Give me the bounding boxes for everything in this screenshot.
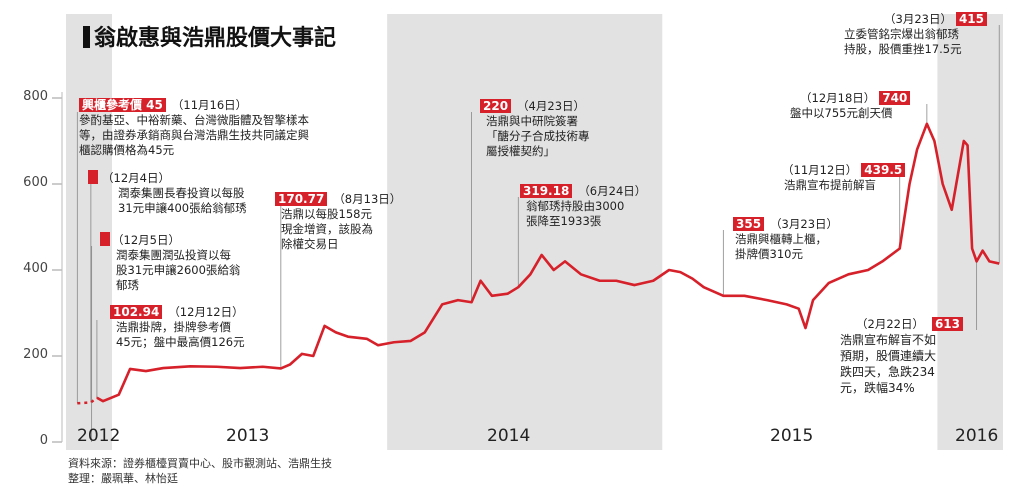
- event-marker: [100, 232, 110, 246]
- chart-title: 翁啟惠與浩鼎股價大事記: [83, 20, 336, 52]
- annotation-text: 參酌基亞、中裕新藥、台灣微脂體及智擎樣本 等，由證券承銷商與台灣浩鼎生技共同議定…: [79, 113, 309, 157]
- annotation-value: 興櫃參考價 45: [79, 98, 166, 112]
- year-band: [387, 14, 663, 450]
- annotation-date: （12月18日）: [800, 91, 876, 105]
- annotation: 220 （4月23日） 浩鼎與中研院簽署 「醣分子合成技術專 屬授權契約」: [480, 99, 590, 159]
- annotation-value: 613: [931, 317, 964, 331]
- annotation-value: 439.5: [861, 163, 906, 177]
- annotation-date: （12月5日）: [112, 233, 180, 247]
- annotation-text: 浩鼎以每股158元 現金增資，該股為 除權交易日: [281, 207, 373, 251]
- price-line: [96, 122, 1000, 403]
- annotation: （11月12日） 439.5 浩鼎宣布提前解盲: [782, 163, 906, 193]
- annotation-text: 立委管銘宗爆出翁郁琇 持股，股價重挫17.5元: [844, 27, 962, 56]
- annotation: 355 （3月23日） 浩鼎興櫃轉上櫃， 掛牌價310元: [733, 217, 838, 262]
- annotation: 102.94 （12月12日） 浩鼎掛牌，掛牌參考價 45元；盤中最高價126元: [110, 305, 245, 350]
- annotation-value: 170.77: [275, 192, 328, 206]
- annotation-date: （6月24日）: [578, 184, 647, 198]
- annotation-date: （11月16日）: [171, 98, 248, 112]
- annotation: 319.18 （6月24日） 翁郁琇持股由3000 張降至1933張: [520, 184, 646, 229]
- annotation-text: 潤泰集團長春投資以每股 31元申讓400張給翁郁琇: [118, 186, 247, 215]
- year-label: 2014: [487, 426, 531, 446]
- year-label: 2013: [226, 426, 270, 446]
- annotation-text: 浩鼎與中研院簽署 「醣分子合成技術專 屬授權契約」: [486, 114, 590, 158]
- compiled-note: 整理：嚴珮華、林怡廷: [68, 472, 178, 485]
- annotation: （3月23日） 415 立委管銘宗爆出翁郁琇 持股，股價重挫17.5元: [844, 12, 988, 57]
- year-label: 2012: [77, 426, 121, 446]
- annotation: 興櫃參考價 45 （11月16日） 參酌基亞、中裕新藥、台灣微脂體及智擎樣本 等，…: [79, 98, 309, 158]
- annotation-text: 潤泰集團潤弘投資以每 股31元申讓2600張給翁 郁琇: [116, 248, 241, 292]
- annotation-text: 浩鼎宣布解盲不如 預期，股價連續大 跌四天，急跌234 元，跌幅34%: [840, 333, 937, 395]
- y-tick-label: 0: [39, 433, 48, 448]
- annotation: （12月5日） 潤泰集團潤弘投資以每 股31元申讓2600張給翁 郁琇: [112, 233, 240, 293]
- annotation: 170.77 （8月13日） 浩鼎以每股158元 現金增資，該股為 除權交易日: [275, 192, 401, 252]
- annotation: （2月22日） 613 浩鼎宣布解盲不如 預期，股價連續大 跌四天，急跌234 元…: [840, 317, 964, 396]
- annotation-value: 415: [955, 12, 988, 26]
- annotation-text: 盤中以755元創天價: [790, 106, 893, 120]
- year-label: 2016: [955, 426, 999, 446]
- year-label: 2015: [770, 426, 814, 446]
- annotation-value: 355: [733, 217, 765, 231]
- annotation-text: 翁郁琇持股由3000 張降至1933張: [526, 199, 625, 228]
- annotation-date: （4月23日）: [517, 99, 586, 113]
- event-marker: [88, 170, 98, 184]
- annotation: （12月18日） 740 盤中以755元創天價: [790, 91, 911, 121]
- annotation-date: （12月12日）: [168, 305, 244, 319]
- annotation-text: 浩鼎興櫃轉上櫃， 掛牌價310元: [735, 232, 827, 261]
- annotation-text: 浩鼎掛牌，掛牌參考價 45元；盤中最高價126元: [116, 320, 245, 349]
- annotation: （12月4日） 潤泰集團長春投資以每股 31元申讓400張給翁郁琇: [102, 171, 247, 216]
- annotation-value: 102.94: [110, 305, 163, 319]
- annotation-date: （2月22日）: [856, 317, 924, 331]
- annotation-date: （3月23日）: [770, 217, 839, 231]
- annotation-date: （3月23日）: [884, 12, 952, 26]
- annotation-value: 319.18: [520, 184, 573, 198]
- y-tick-label: 400: [23, 261, 48, 276]
- source-note: 資料來源：證券櫃檯買賣中心、股市觀測站、浩鼎生技: [68, 457, 332, 470]
- annotation-date: （12月4日）: [102, 171, 170, 185]
- annotation-value: 220: [480, 99, 512, 113]
- annotation-text: 浩鼎宣布提前解盲: [784, 178, 876, 192]
- y-tick-label: 600: [23, 175, 48, 190]
- annotation-value: 740: [879, 91, 911, 105]
- y-tick-label: 200: [23, 347, 48, 362]
- annotation-date: （11月12日）: [782, 163, 858, 177]
- annotation-date: （8月13日）: [333, 192, 402, 206]
- y-tick-label: 800: [23, 89, 48, 104]
